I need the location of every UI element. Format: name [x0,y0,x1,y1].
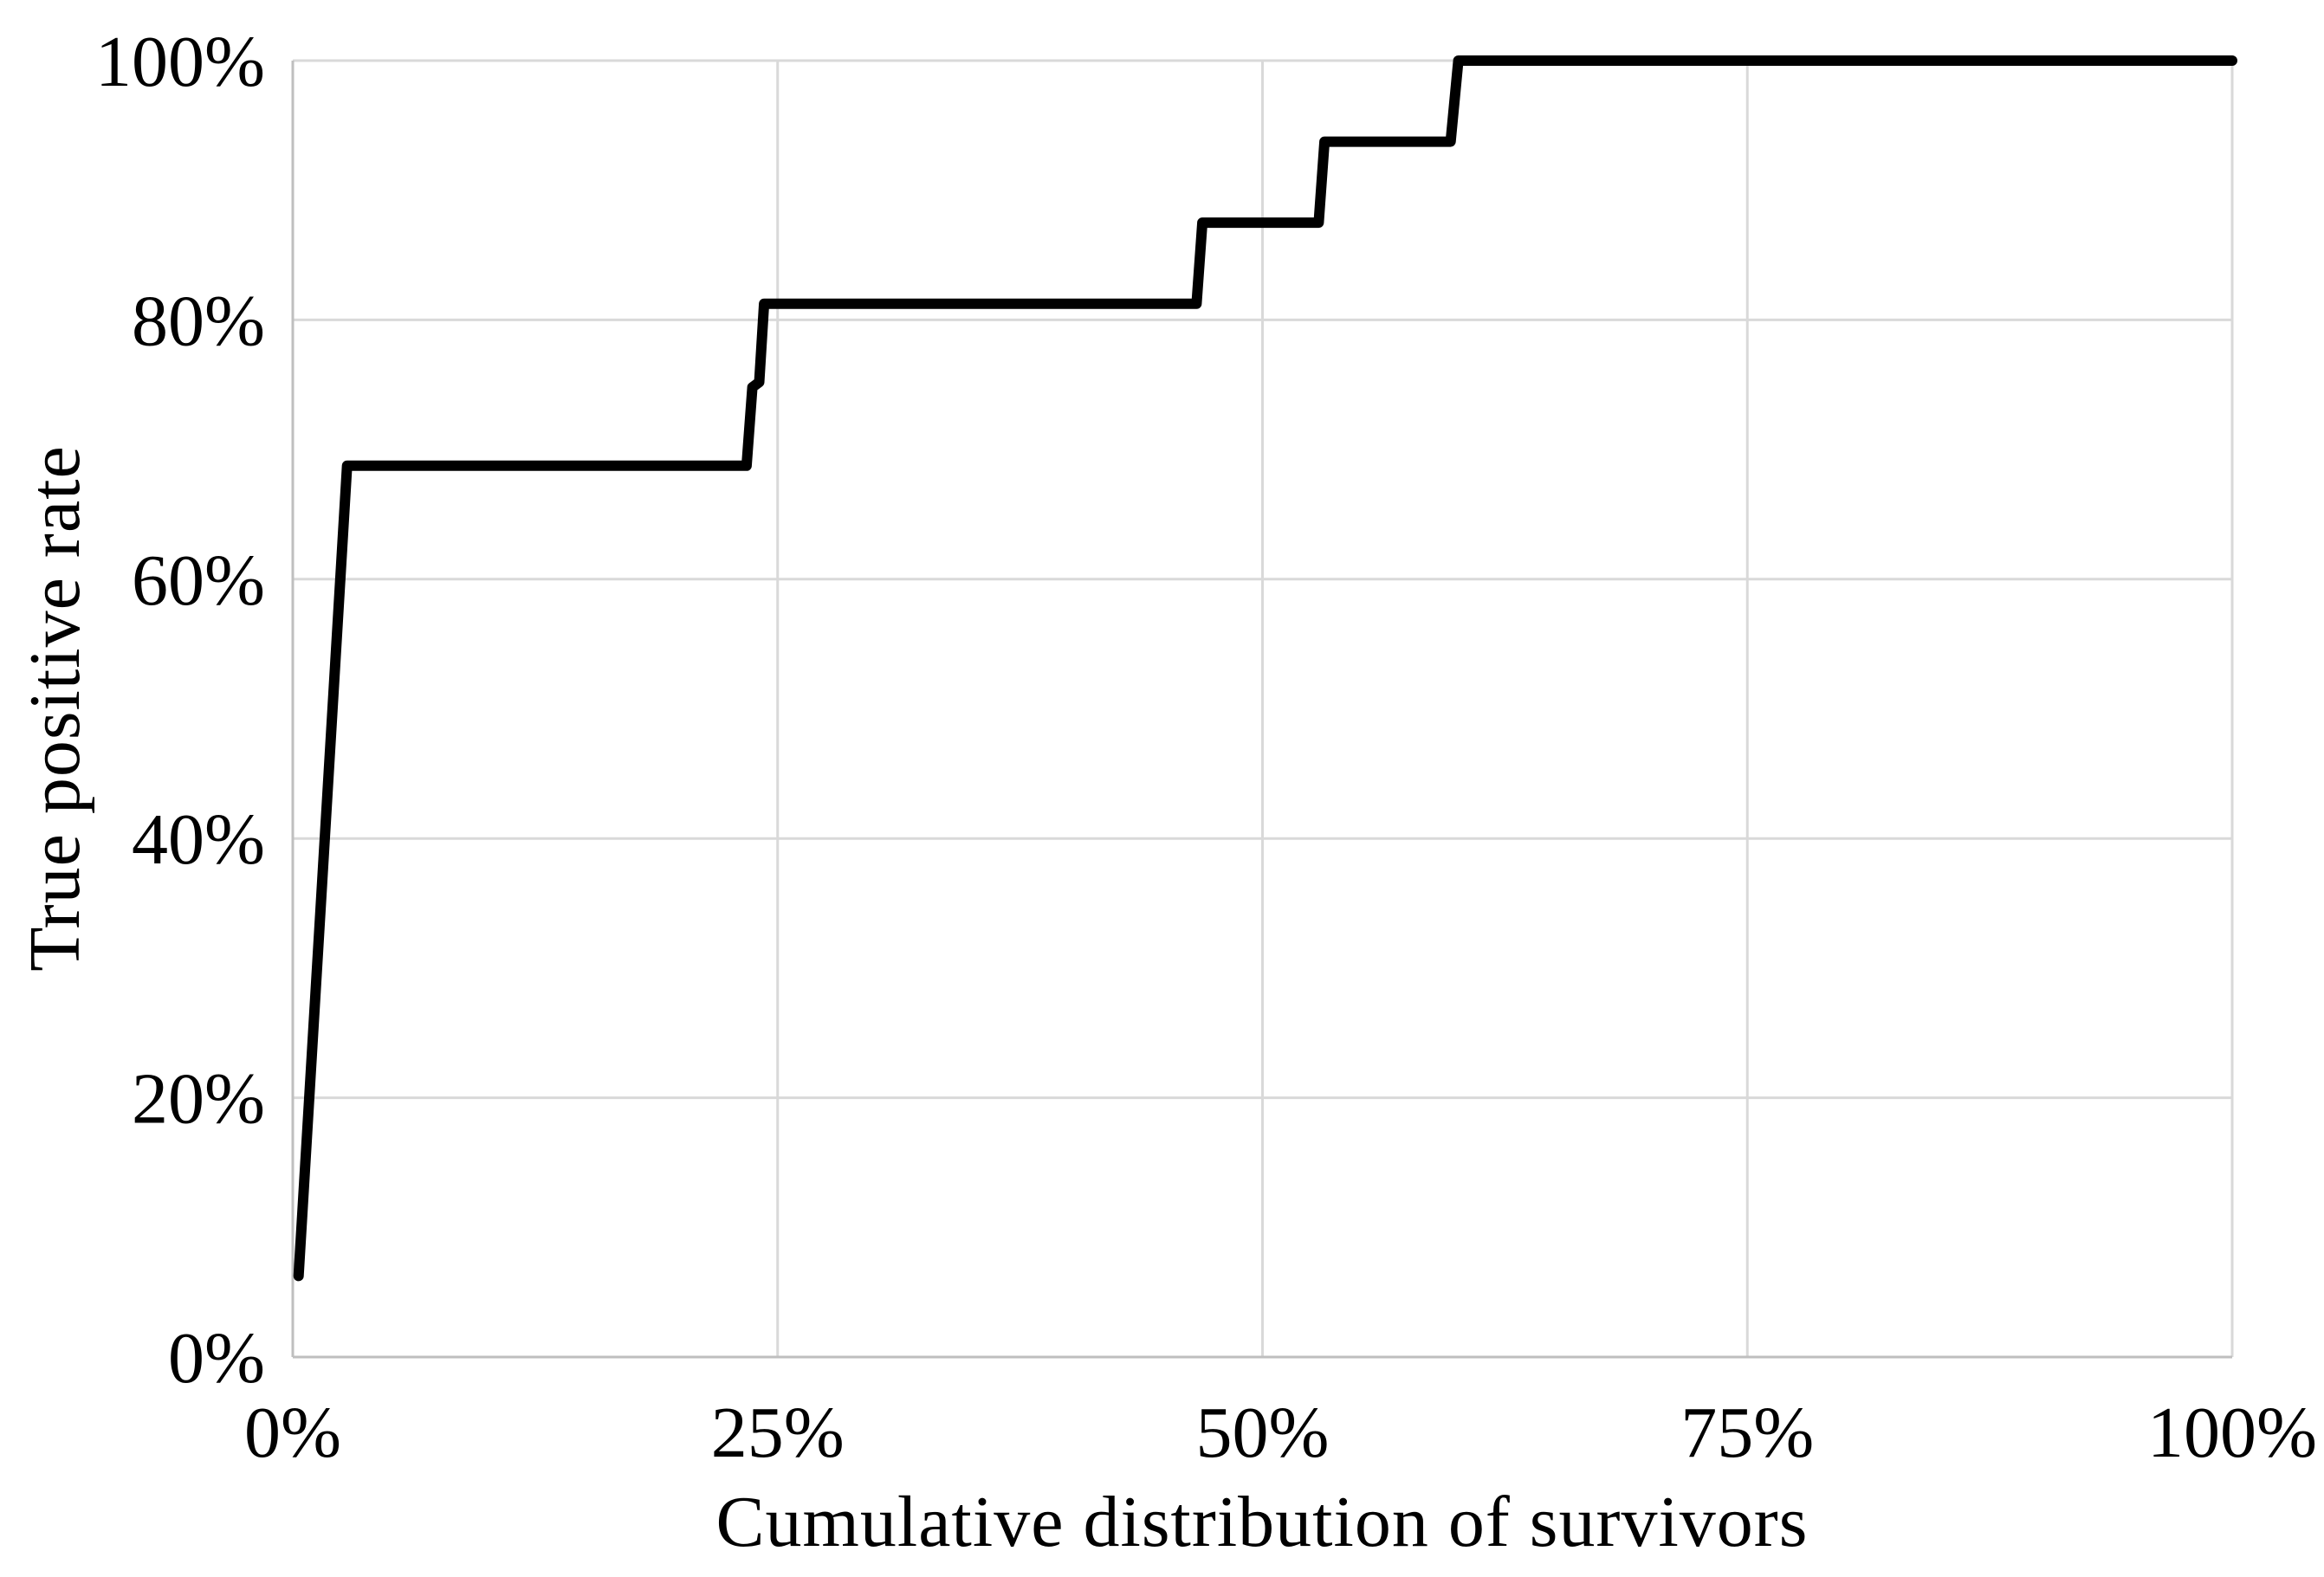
roc-curve [293,55,2237,1282]
x-tick-label: 0% [244,1393,341,1473]
gridlines [293,59,2234,1357]
x-tick-label: 100% [2147,1393,2317,1473]
x-tick-label: 25% [711,1393,845,1473]
y-axis-title: True positive rate [15,445,95,972]
x-tick-label: 75% [1680,1393,1814,1473]
y-tick-label: 100% [95,22,265,102]
y-tick-label: 0% [168,1318,265,1399]
x-tick-labels: 0% 25% 50% 75% 100% [244,1393,2317,1473]
y-tick-label: 60% [132,540,265,621]
x-tick-label: 50% [1196,1393,1330,1473]
data-series [293,55,2237,1282]
x-axis-title: Cumulative distribution of survivors [715,1482,1809,1562]
y-tick-label: 80% [132,281,265,361]
y-tick-label: 40% [132,799,265,880]
y-tick-labels: 0% 20% 40% 60% 80% 100% [95,22,265,1399]
y-tick-label: 20% [132,1059,265,1140]
axis-lines [291,61,2232,1359]
